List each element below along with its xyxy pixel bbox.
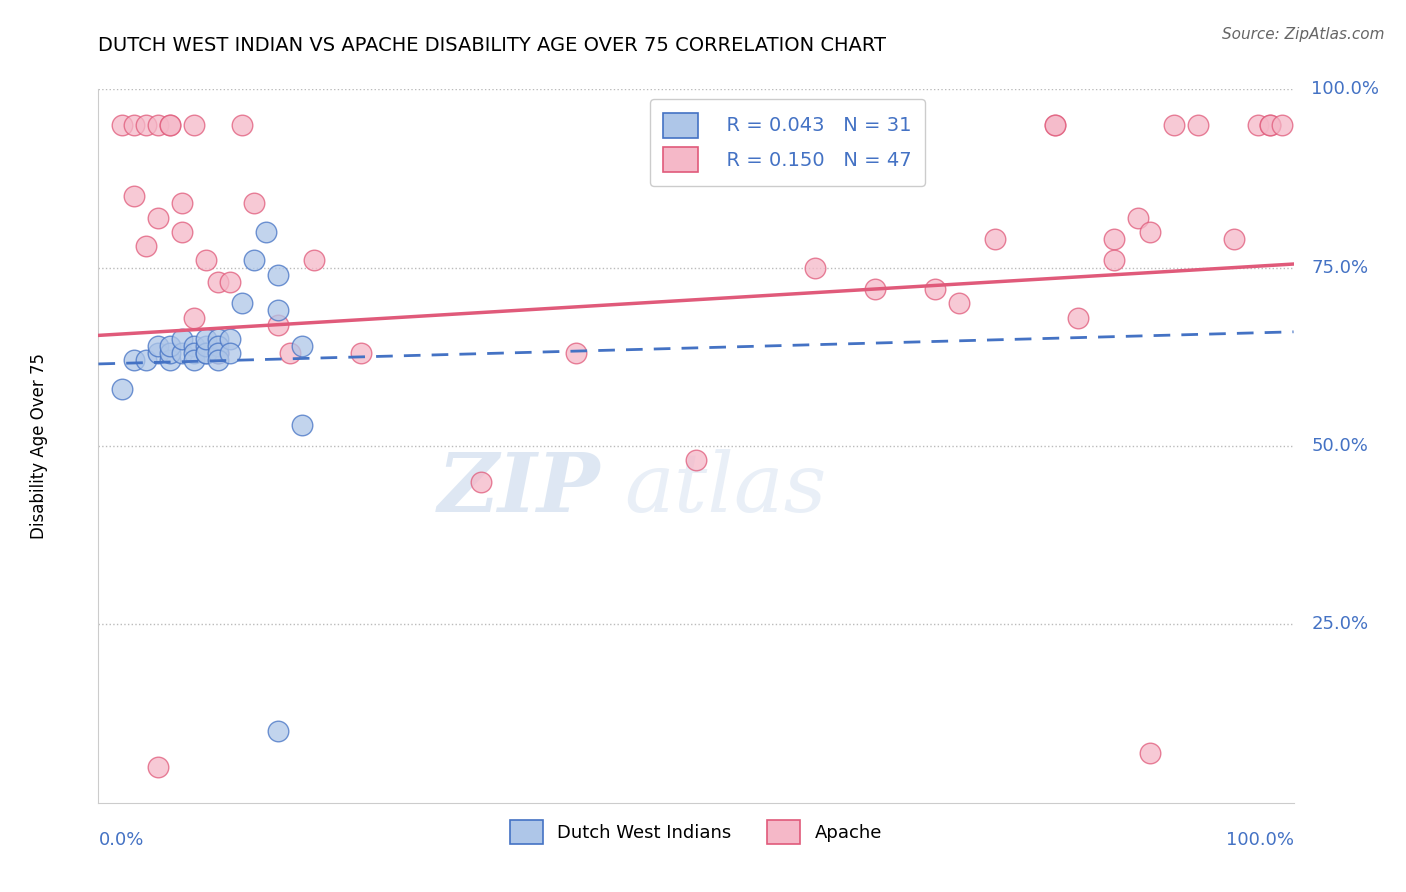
Point — [1258, 118, 1281, 132]
Point — [267, 268, 290, 282]
Point — [207, 275, 229, 289]
Point — [207, 353, 229, 368]
Point — [172, 225, 194, 239]
Point — [195, 332, 218, 346]
Text: 50.0%: 50.0% — [1312, 437, 1368, 455]
Point — [350, 346, 373, 360]
Point — [159, 118, 181, 132]
Point — [1104, 253, 1126, 268]
Point — [302, 253, 325, 268]
Text: ZIP: ZIP — [437, 449, 600, 529]
Point — [1104, 232, 1126, 246]
Point — [219, 346, 242, 360]
Point — [243, 253, 266, 268]
Point — [207, 346, 229, 360]
Text: 25.0%: 25.0% — [1312, 615, 1368, 633]
Point — [565, 346, 588, 360]
Point — [267, 303, 290, 318]
Point — [1223, 232, 1246, 246]
Point — [1139, 225, 1161, 239]
Point — [804, 260, 827, 275]
Point — [685, 453, 707, 467]
Point — [159, 346, 181, 360]
Point — [124, 189, 146, 203]
Point — [111, 118, 134, 132]
Point — [148, 760, 170, 774]
Point — [195, 253, 218, 268]
Point — [195, 346, 218, 360]
Text: Disability Age Over 75: Disability Age Over 75 — [30, 353, 48, 539]
Point — [148, 118, 170, 132]
Point — [135, 118, 157, 132]
Point — [135, 353, 157, 368]
Point — [1247, 118, 1270, 132]
Text: atlas: atlas — [624, 449, 827, 529]
Point — [1187, 118, 1209, 132]
Point — [254, 225, 277, 239]
Point — [470, 475, 492, 489]
Point — [1067, 310, 1090, 325]
Point — [172, 346, 194, 360]
Point — [159, 353, 181, 368]
Point — [148, 346, 170, 360]
Point — [148, 211, 170, 225]
Point — [219, 332, 242, 346]
Point — [1163, 118, 1185, 132]
Point — [172, 196, 194, 211]
Legend: Dutch West Indians, Apache: Dutch West Indians, Apache — [503, 814, 889, 851]
Point — [183, 310, 205, 325]
Point — [1139, 746, 1161, 760]
Point — [1271, 118, 1294, 132]
Point — [1043, 118, 1066, 132]
Point — [1128, 211, 1150, 225]
Point — [207, 339, 229, 353]
Point — [207, 346, 229, 360]
Point — [124, 353, 146, 368]
Point — [231, 118, 253, 132]
Point — [291, 339, 314, 353]
Point — [195, 339, 218, 353]
Point — [1258, 118, 1281, 132]
Point — [219, 275, 242, 289]
Text: DUTCH WEST INDIAN VS APACHE DISABILITY AGE OVER 75 CORRELATION CHART: DUTCH WEST INDIAN VS APACHE DISABILITY A… — [98, 36, 886, 54]
Point — [865, 282, 887, 296]
Point — [984, 232, 1007, 246]
Point — [207, 332, 229, 346]
Point — [135, 239, 157, 253]
Point — [183, 118, 205, 132]
Point — [1043, 118, 1066, 132]
Text: 100.0%: 100.0% — [1312, 80, 1379, 98]
Text: 100.0%: 100.0% — [1226, 831, 1294, 849]
Point — [183, 339, 205, 353]
Point — [183, 353, 205, 368]
Point — [267, 318, 290, 332]
Point — [278, 346, 301, 360]
Point — [124, 118, 146, 132]
Point — [172, 332, 194, 346]
Point — [183, 346, 205, 360]
Point — [159, 339, 181, 353]
Point — [243, 196, 266, 211]
Point — [159, 118, 181, 132]
Point — [924, 282, 946, 296]
Point — [148, 339, 170, 353]
Point — [948, 296, 970, 310]
Point — [267, 724, 290, 739]
Text: 75.0%: 75.0% — [1312, 259, 1368, 277]
Text: 0.0%: 0.0% — [98, 831, 143, 849]
Point — [111, 382, 134, 396]
Text: Source: ZipAtlas.com: Source: ZipAtlas.com — [1222, 27, 1385, 42]
Point — [231, 296, 253, 310]
Point — [195, 346, 218, 360]
Point — [291, 417, 314, 432]
